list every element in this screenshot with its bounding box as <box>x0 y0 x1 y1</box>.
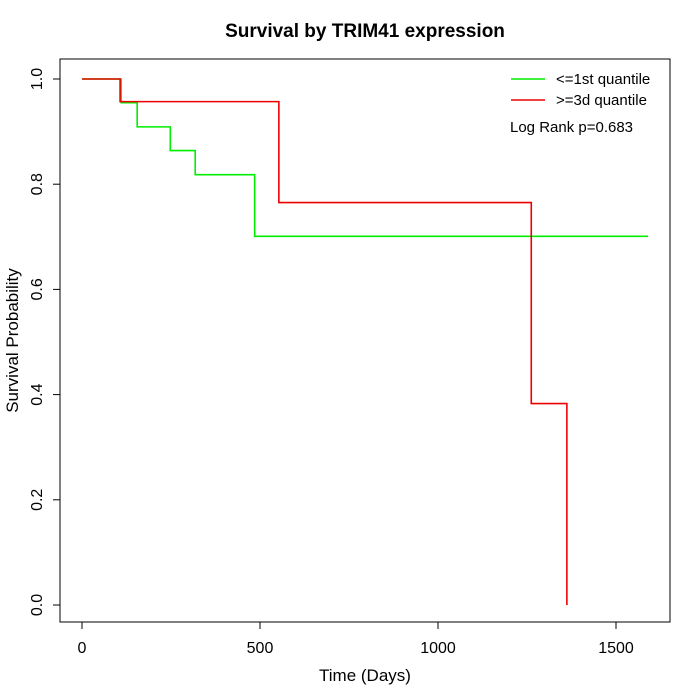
y-tick-label: 0.6 <box>29 278 46 300</box>
series-line-2 <box>82 78 568 605</box>
x-axis: 0 500 1000 1500 <box>78 621 634 657</box>
legend-label: >=3d quantile <box>556 92 647 109</box>
legend-label: <=1st quantile <box>556 71 650 88</box>
legend: <=1st quantile >=3d quantile <box>511 71 650 109</box>
y-tick-label: 0.8 <box>29 173 46 195</box>
y-axis: 0.0 0.2 0.4 0.6 0.8 1.0 <box>29 68 61 616</box>
y-axis-label: Survival Probability <box>3 268 22 413</box>
y-tick-label: 1.0 <box>29 68 46 90</box>
log-rank-annotation: Log Rank p=0.683 <box>510 119 633 136</box>
x-tick-label: 1000 <box>420 640 456 657</box>
x-tick-label: 500 <box>247 640 274 657</box>
y-tick-label: 0.0 <box>29 594 46 616</box>
plot-frame <box>59 58 671 623</box>
series-line-1 <box>82 78 649 238</box>
chart-title: Survival by TRIM41 expression <box>225 21 505 42</box>
x-axis-label: Time (Days) <box>319 666 411 685</box>
x-tick-label: 1500 <box>598 640 634 657</box>
y-tick-label: 0.2 <box>29 489 46 511</box>
series-layer <box>82 78 649 605</box>
x-tick-label: 0 <box>78 640 87 657</box>
y-tick-label: 0.4 <box>29 383 46 405</box>
